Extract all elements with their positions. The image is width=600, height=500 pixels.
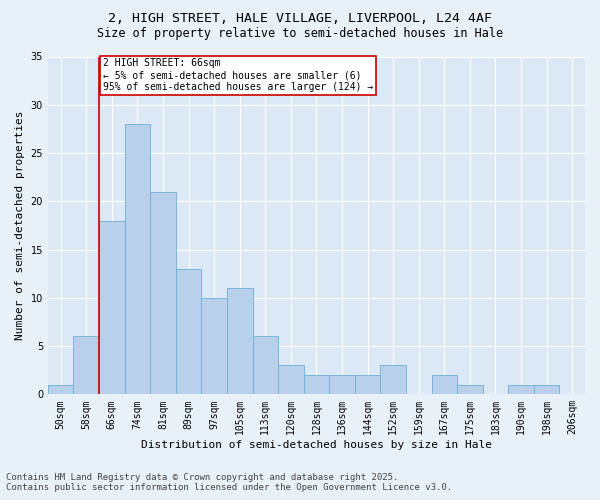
Bar: [355, 375, 380, 394]
Bar: [73, 336, 99, 394]
Bar: [457, 384, 482, 394]
Bar: [99, 220, 125, 394]
Bar: [176, 269, 202, 394]
Text: 2 HIGH STREET: 66sqm
← 5% of semi-detached houses are smaller (6)
95% of semi-de: 2 HIGH STREET: 66sqm ← 5% of semi-detach…: [103, 58, 373, 92]
Bar: [227, 288, 253, 395]
Bar: [253, 336, 278, 394]
Bar: [202, 298, 227, 394]
Bar: [150, 192, 176, 394]
X-axis label: Distribution of semi-detached houses by size in Hale: Distribution of semi-detached houses by …: [141, 440, 492, 450]
Bar: [329, 375, 355, 394]
Text: 2, HIGH STREET, HALE VILLAGE, LIVERPOOL, L24 4AF: 2, HIGH STREET, HALE VILLAGE, LIVERPOOL,…: [108, 12, 492, 26]
Bar: [48, 384, 73, 394]
Bar: [304, 375, 329, 394]
Text: Size of property relative to semi-detached houses in Hale: Size of property relative to semi-detach…: [97, 28, 503, 40]
Bar: [508, 384, 534, 394]
Text: Contains HM Land Registry data © Crown copyright and database right 2025.
Contai: Contains HM Land Registry data © Crown c…: [6, 473, 452, 492]
Bar: [534, 384, 559, 394]
Y-axis label: Number of semi-detached properties: Number of semi-detached properties: [15, 110, 25, 340]
Bar: [431, 375, 457, 394]
Bar: [278, 366, 304, 394]
Bar: [380, 366, 406, 394]
Bar: [125, 124, 150, 394]
